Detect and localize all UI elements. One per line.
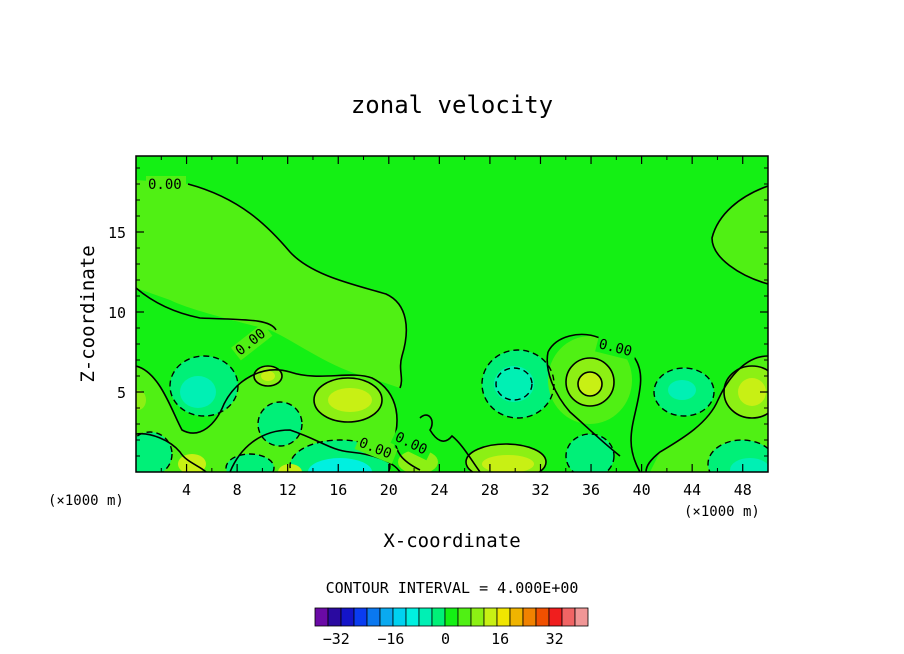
contour-lines-negative: [136, 349, 768, 472]
neg-pocket: [730, 458, 768, 472]
colorbar-swatch: [314, 607, 329, 627]
y-tick-label: 5: [117, 384, 126, 402]
colorbar-swatch: [561, 607, 576, 627]
colorbar-swatch: [470, 607, 485, 627]
y-tick-label: 15: [108, 224, 126, 242]
colorbar-swatch: [366, 607, 381, 627]
colorbar-swatch: [405, 607, 420, 627]
colorbar-swatch: [431, 607, 446, 627]
x-tick-label: 24: [430, 481, 448, 499]
x-axis: 4 8 12 16 20 24 28 32 36 40 44 48: [160, 156, 752, 499]
colorbar-swatch: [548, 607, 563, 627]
x-axis-unit: (×1000 m): [48, 493, 124, 509]
colorbar-swatch: [379, 607, 394, 627]
x-tick-label: 48: [734, 481, 752, 499]
neg-pocket: [566, 434, 614, 472]
colorbar-swatch: [457, 607, 472, 627]
colorbar-swatch: [340, 607, 355, 627]
x-tick-label: 36: [582, 481, 600, 499]
contour-label: 0.00: [597, 336, 634, 360]
colorbar-swatch: [535, 607, 550, 627]
neg-pocket: [258, 402, 302, 446]
plot-frame: [135, 155, 769, 473]
plot-area: 0.00 0.00 0.00 0.00 0.00: [136, 156, 768, 472]
colorbar-swatch: [522, 607, 537, 627]
neg-pocket: [494, 366, 534, 402]
x-tick-label: 40: [633, 481, 651, 499]
x-tick-label: 20: [380, 481, 398, 499]
colorbar-swatch: [392, 607, 407, 627]
contour-labels: 0.00 0.00 0.00 0.00 0.00: [146, 176, 638, 464]
colorbar-swatch: [444, 607, 459, 627]
neg-pocket: [668, 380, 696, 400]
pos-pocket: [738, 378, 766, 406]
neg-pocket: [180, 376, 216, 408]
colorbar-tick-label: 32: [546, 630, 564, 648]
neg-pocket: [136, 432, 172, 472]
colorbar-swatch: [509, 607, 524, 627]
neg-pocket: [308, 458, 372, 472]
colorbar-swatch: [496, 607, 511, 627]
x-tick-label: 44: [683, 481, 701, 499]
pos-pocket: [261, 371, 275, 381]
colorbar-swatch: [418, 607, 433, 627]
contour-interval-text: CONTOUR INTERVAL = 4.000E+00: [326, 579, 579, 597]
colorbar-tick-label: 16: [491, 630, 509, 648]
colorbar-swatch: [353, 607, 368, 627]
y-axis-label: Z-coordinate: [77, 245, 99, 382]
colorbar-swatch: [574, 607, 589, 627]
colorbar-tick-label: 0: [441, 630, 450, 648]
chart-title: zonal velocity: [351, 91, 553, 119]
x-tick-label: 8: [233, 481, 242, 499]
pos-pocket: [178, 454, 206, 472]
region-upper-right: [712, 186, 768, 284]
colorbar-tick-label: −32: [323, 630, 350, 648]
y-axis: 5 10 15: [108, 167, 768, 457]
pos-pocket: [578, 372, 602, 396]
contour-label: 0.00: [148, 177, 182, 193]
x-tick-label: 28: [481, 481, 499, 499]
y-tick-label: 10: [108, 304, 126, 322]
x-tick-label: 4: [182, 481, 191, 499]
colorbar-swatch: [483, 607, 498, 627]
y-axis-unit: (×1000 m): [684, 504, 760, 520]
x-axis-label: X-coordinate: [383, 530, 520, 552]
pos-pocket: [136, 390, 146, 410]
colorbar: [314, 607, 589, 627]
colorbar-labels: −32 −16 0 16 32: [323, 630, 564, 648]
x-tick-label: 12: [279, 481, 297, 499]
colorbar-swatch: [327, 607, 342, 627]
x-tick-label: 32: [531, 481, 549, 499]
x-tick-label: 16: [329, 481, 347, 499]
pos-pocket: [328, 388, 372, 412]
colorbar-tick-label: −16: [377, 630, 404, 648]
region-upper-left: [136, 180, 407, 388]
pos-pocket: [482, 455, 534, 472]
